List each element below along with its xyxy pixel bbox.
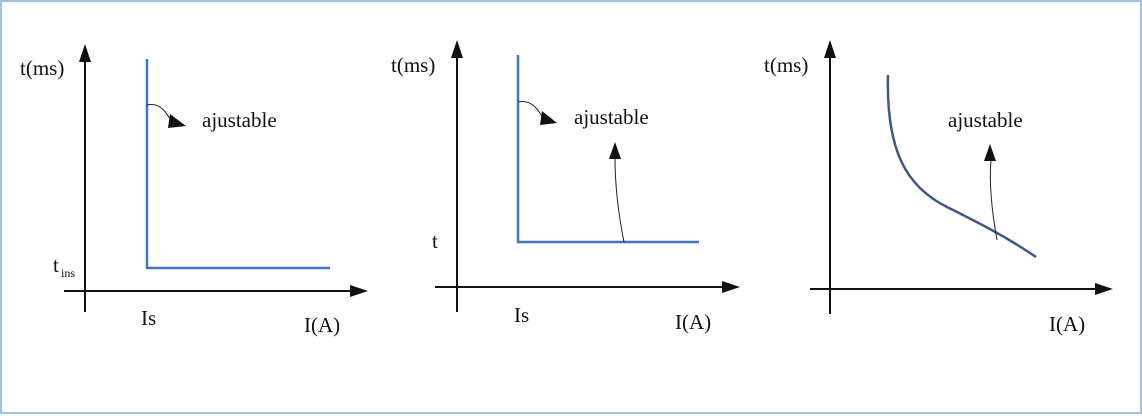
d2-annotation: ajustable: [574, 105, 649, 129]
d3-annotation: ajustable: [948, 108, 1023, 132]
d1-y-tick-sub: ins: [61, 266, 75, 280]
d1-y-label: t(ms): [20, 56, 64, 80]
d2-y-tick: t: [432, 229, 438, 253]
d3-x-arrowhead: [1095, 283, 1113, 295]
d3-trip-curve: [886, 74, 1037, 259]
d2-x-label: I(A): [675, 310, 711, 334]
d2-annotation-arrow-lower: [614, 157, 625, 243]
d1-annotation: ajustable: [202, 108, 277, 132]
d3-y-label: t(ms): [764, 53, 808, 77]
d1-x-label: I(A): [304, 313, 340, 337]
d1-annotation-arrowhead: [168, 114, 186, 128]
diagram-1: t(ms) ajustable t ins Is I(A): [20, 44, 368, 337]
d3-annotation-arrowhead: [984, 144, 996, 161]
d3-y-arrowhead: [824, 40, 836, 58]
d2-annotation-arrow-upper: [517, 101, 545, 120]
d2-y-arrowhead: [451, 40, 463, 58]
d2-y-label: t(ms): [391, 53, 435, 77]
d2-annotation-arrowhead-upper: [540, 111, 557, 125]
d3-x-label: I(A): [1049, 312, 1085, 336]
d2-x-arrowhead: [722, 281, 740, 293]
diagram-3: t(ms) ajustable I(A): [764, 40, 1113, 336]
d3-annotation-arrow: [989, 159, 998, 241]
d1-x-tick: Is: [141, 306, 156, 330]
d2-annotation-arrowhead-lower: [609, 142, 621, 159]
d1-annotation-arrow: [146, 103, 173, 123]
d1-x-arrowhead: [350, 285, 368, 297]
d1-trip-curve: [145, 59, 330, 270]
diagram-2: t(ms) ajustable t Is I(A): [391, 40, 740, 334]
d1-y-tick-main: t: [53, 253, 59, 277]
d1-y-arrowhead: [79, 44, 91, 62]
d2-trip-curve: [516, 55, 699, 244]
d2-x-tick: Is: [514, 303, 529, 327]
